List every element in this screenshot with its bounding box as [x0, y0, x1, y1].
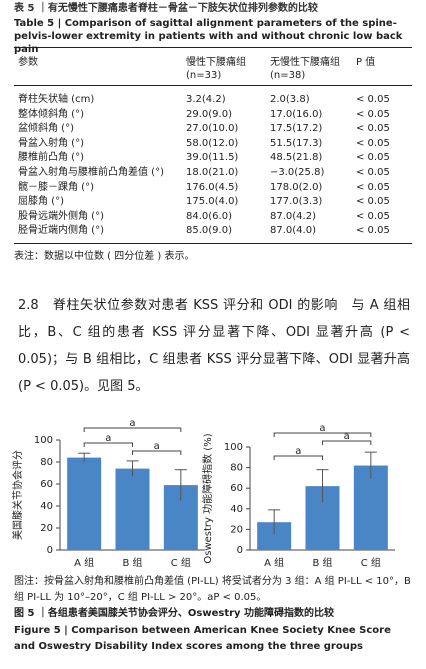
section-heading: 2.8 脊柱矢状位参数对患者 KSS 评分和 ODI 的影响: [18, 298, 338, 313]
y-tick-label: 20: [230, 524, 243, 535]
significance-label: a: [295, 446, 301, 457]
y-axis-label: 美国膝关节协会评分: [11, 450, 24, 540]
table-cell: 85.0(9.0): [186, 225, 232, 237]
group-size: (n=38): [270, 70, 306, 81]
table-cell: 3.2(4.2): [186, 94, 226, 105]
table-title-en: Table 5 | Comparison of sagittal alignme…: [14, 18, 403, 55]
table-cell: 18.0(21.0): [186, 167, 239, 178]
header-rule: [14, 85, 412, 86]
table-cell: 股骨远端外侧角 (°): [18, 210, 104, 222]
figure-title-zh: 图 5 ｜各组患者美国膝关节协会评分、Oswestry 功能障碍指数的比较: [14, 608, 335, 619]
table-cell: < 0.05: [356, 123, 390, 135]
y-tick-label: 60: [230, 483, 243, 494]
table-cell: < 0.05: [356, 137, 390, 149]
paragraph: 2.8 脊柱矢状位参数对患者 KSS 评分和 ODI 的影响 与 A 组相比，B…: [18, 292, 410, 400]
significance-bracket: [322, 440, 372, 445]
table-cell: 屈膝角 (°): [18, 196, 64, 208]
y-tick-label: 40: [40, 501, 53, 512]
bar: [67, 457, 102, 550]
table-cell: < 0.05: [356, 108, 390, 120]
x-tick-label: A 组: [74, 556, 94, 569]
table-cell: < 0.05: [356, 181, 390, 193]
table-cell: < 0.05: [356, 196, 390, 208]
significance-bracket: [273, 432, 372, 437]
group-size: (n=33): [186, 70, 222, 81]
y-axis-label: Oswestry 功能障碍指数 (%): [201, 433, 214, 563]
table-cell: 27.0(10.0): [186, 123, 239, 135]
table-cell: −3.0(25.8): [270, 167, 325, 178]
table-cell: 骨盆入射角与腰椎前凸角差值 (°): [18, 167, 164, 178]
table-cell: < 0.05: [356, 152, 390, 164]
significance-label: a: [129, 418, 135, 429]
table-cell: 脊柱矢状轴 (cm): [18, 94, 95, 105]
y-tick-label: 80: [40, 457, 53, 468]
column-header: 慢性下腰痛组: [186, 57, 246, 68]
table-cell: 48.5(21.8): [270, 152, 323, 164]
table-cell: < 0.05: [356, 94, 390, 105]
table-cell: 骨盆入射角 (°): [18, 137, 84, 149]
table-cell: 87.0(4.0): [270, 225, 316, 237]
significance-label: a: [344, 431, 350, 442]
table-cell: 177.0(3.3): [270, 196, 323, 208]
x-tick-label: B 组: [312, 556, 332, 569]
y-tick-label: 0: [47, 545, 53, 556]
table-cell: 87.0(4.2): [270, 210, 316, 222]
table-cell: 整体倾斜角 (°): [18, 108, 84, 120]
figure-note: 图注：按骨盆入射角和腰椎前凸角差值 (PI-LL) 将受试者分为 3 组：A 组…: [14, 576, 411, 603]
x-tick-label: B 组: [122, 556, 142, 569]
x-tick-label: A 组: [264, 556, 284, 569]
table-cell: 39.0(11.5): [186, 152, 239, 164]
table-cell: 胫骨近端内侧角 (°): [18, 225, 104, 237]
y-tick-label: 20: [40, 523, 53, 534]
table-cell: 175.0(4.0): [186, 196, 239, 208]
figure-title-en: Figure 5 | Comparison between American K…: [14, 625, 391, 652]
section-text: 与 A 组相比，B、C 组的患者 KSS 评分显著下降、ODI 显著升高 (P …: [18, 298, 410, 394]
table-cell: 29.0(9.0): [186, 108, 232, 120]
table-cell: 盆倾斜角 (°): [18, 123, 74, 135]
table-cell: < 0.05: [356, 167, 390, 178]
bottom-rule: [14, 243, 412, 244]
y-tick-label: 80: [230, 463, 243, 474]
bar: [115, 468, 150, 550]
top-rule: [14, 47, 412, 48]
table-cell: 51.5(17.3): [270, 137, 323, 149]
y-tick-label: 60: [40, 479, 53, 490]
table-cell: 178.0(2.0): [270, 181, 323, 193]
x-tick-label: C 组: [361, 556, 381, 569]
table-cell: 2.0(3.8): [270, 94, 310, 105]
y-tick-label: 0: [237, 545, 243, 556]
x-tick-label: C 组: [171, 556, 191, 569]
table-cell: 腰椎前凸角 (°): [18, 152, 84, 164]
column-header: 无慢性下腰痛组: [270, 57, 340, 68]
table-cell: 17.5(17.2): [270, 123, 323, 135]
charts: 0 20 40 60 80 100 美国膝关节协会评分 A 组 B 组 C 组 a a a 0 20 40 60…: [11, 418, 395, 569]
column-header: P 值: [356, 57, 376, 68]
table-cell: 176.0(4.5): [186, 181, 239, 193]
significance-bracket: [83, 442, 133, 447]
significance-bracket: [132, 450, 182, 455]
table-cell: 17.0(16.0): [270, 108, 323, 120]
table-cell: 髋－膝－踝角 (°): [18, 181, 94, 193]
table-cell: 84.0(6.0): [186, 210, 232, 222]
table-cell: < 0.05: [356, 210, 390, 222]
y-tick-label: 40: [230, 504, 243, 515]
y-tick-label: 100: [34, 435, 53, 446]
y-tick-label: 100: [224, 442, 243, 453]
table-cell: < 0.05: [356, 225, 390, 237]
table-title-zh: 表 5 ｜有无慢性下腰痛患者脊柱－骨盆－下肢矢状位排列参数的比较: [14, 3, 318, 14]
bar: [353, 465, 388, 550]
column-header: 参数: [18, 57, 38, 68]
significance-label: a: [154, 441, 160, 452]
significance-label: a: [105, 433, 111, 444]
table-cell: 58.0(12.0): [186, 137, 239, 149]
table-note: 表注：数据以中位数 ( 四分位差 ) 表示。: [14, 251, 195, 262]
significance-label: a: [319, 423, 325, 434]
significance-bracket: [83, 427, 182, 432]
significance-bracket: [273, 455, 323, 460]
